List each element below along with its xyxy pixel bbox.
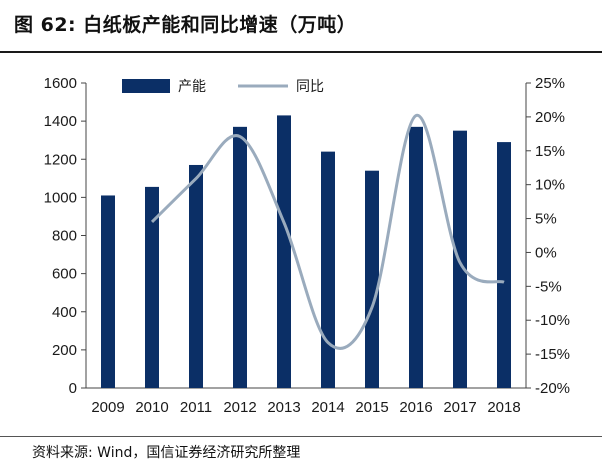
x-tick-label: 2017	[443, 399, 476, 416]
bar-capacity	[145, 186, 159, 388]
source-note: 资料来源: Wind，国信证券经济研究所整理	[32, 445, 301, 461]
bar-capacity	[365, 170, 379, 388]
x-tick-label: 2009	[91, 399, 124, 416]
bar-capacity	[189, 164, 203, 388]
y-left-tick-label: 1200	[44, 151, 77, 168]
x-tick-label: 2011	[180, 399, 212, 416]
y-right-tick-label: 15%	[535, 143, 565, 160]
x-tick-label: 2014	[311, 399, 344, 416]
y-right-tick-label: 25%	[535, 75, 565, 92]
y-left-tick-label: 400	[52, 304, 77, 321]
x-tick-label: 2010	[135, 399, 168, 416]
title-bar: 图 62: 白纸板产能和同比增速（万吨）	[0, 0, 602, 58]
y-left-tick-label: 600	[52, 266, 77, 283]
y-left-tick-label: 0	[69, 380, 77, 397]
bar-capacity	[277, 115, 291, 388]
y-left-tick-label: 200	[52, 342, 77, 359]
chart-area: 0 200 400 600 800 1000 1200 1400 1600 -20% -15% -10…	[0, 58, 602, 430]
y-right-tick-label: -15%	[535, 346, 570, 363]
y-left-tick-label: 800	[52, 228, 77, 245]
bar-capacity	[321, 151, 335, 388]
legend-label-capacity: 产能	[178, 78, 206, 94]
y-left-tick-label: 1600	[44, 75, 77, 92]
y-right-tick-label: -5%	[535, 278, 562, 295]
footer-divider	[0, 436, 602, 437]
x-tick-label: 2012	[223, 399, 256, 416]
bar-capacity	[409, 126, 423, 388]
y-right-tick-label: 20%	[535, 109, 565, 126]
bar-capacity	[101, 195, 115, 388]
x-tick-label: 2016	[399, 399, 432, 416]
line-yoy-growth	[150, 114, 505, 350]
y-right-tick-label: -10%	[535, 312, 570, 329]
y-right-tick-label: 0%	[535, 244, 557, 261]
y-right-tick-label: 10%	[535, 177, 565, 194]
chart-title: 图 62: 白纸板产能和同比增速（万吨）	[14, 14, 357, 36]
y-left-tick-label: 1400	[44, 113, 77, 130]
x-tick-label: 2013	[267, 399, 300, 416]
x-tick-label: 2015	[355, 399, 388, 416]
y-left-tick-label: 1000	[44, 189, 77, 206]
chart-svg: 0 200 400 600 800 1000 1200 1400 1600 -20% -15% -10…	[44, 75, 570, 416]
title-divider	[0, 51, 602, 53]
y-right-tick-label: -20%	[535, 380, 570, 397]
legend-swatch-capacity	[122, 79, 170, 93]
x-tick-label: 2018	[487, 399, 520, 416]
y-right-tick-label: 5%	[535, 211, 557, 228]
bar-capacity	[497, 142, 511, 388]
legend-label-yoy: 同比	[296, 78, 324, 94]
bar-capacity	[233, 126, 247, 388]
